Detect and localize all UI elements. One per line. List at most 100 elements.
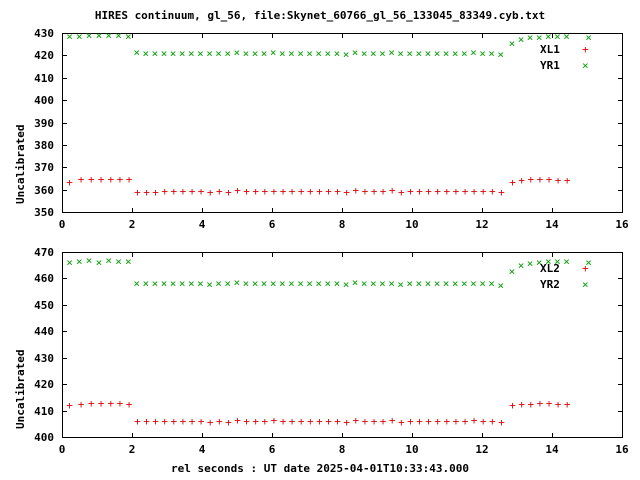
y-tick-mark [62,358,67,359]
data-point-marker: × [585,30,592,44]
data-point-marker: + [545,397,553,411]
y-tick-mark [618,358,623,359]
data-point-marker: × [585,256,592,270]
data-point-marker: × [488,46,495,60]
data-point-marker: + [509,175,516,189]
data-point-marker: + [527,173,535,187]
data-point-marker: + [352,413,360,427]
data-point-marker: × [324,46,332,60]
data-point-marker: + [554,173,562,187]
y-tick-label: 430 [34,352,54,365]
data-point-marker: + [77,173,85,187]
data-point-marker: × [433,46,441,60]
data-point-marker: × [76,29,83,43]
y-tick-mark [62,167,67,168]
data-point-marker: + [179,185,187,199]
data-point-marker: + [297,414,305,428]
y-tick-mark [618,190,623,191]
data-point-marker: × [315,277,323,291]
x-tick-mark [552,208,553,213]
data-point-marker: × [95,255,103,269]
y-tick-mark [618,305,623,306]
data-point-marker: + [434,185,442,199]
data-point-marker: + [452,185,460,199]
data-point-marker: × [535,255,543,269]
y-tick-label: 380 [34,139,54,152]
data-point-marker: × [461,46,468,60]
data-point-marker: + [343,415,351,429]
data-point-marker: + [216,414,223,428]
data-point-marker: + [452,415,460,429]
y-tick-label: 410 [34,405,54,418]
page-title: HIRES continuum, gl_56, file:Skynet_6076… [94,9,546,22]
data-point-marker: + [197,415,205,429]
data-point-marker: × [242,46,250,60]
x-tick-label: 6 [268,443,276,456]
data-point-marker: + [279,415,287,429]
data-point-marker: × [197,46,204,60]
x-tick-mark [622,252,623,257]
data-point-marker: + [152,415,159,429]
y-tick-mark [618,384,623,385]
data-point-marker: + [261,414,269,428]
data-point-marker: × [451,47,459,61]
data-point-marker: + [252,415,260,429]
data-point-marker: + [179,415,187,429]
y-tick-mark [618,411,623,412]
data-point-marker: × [206,47,213,61]
x-tick-mark [272,33,273,38]
data-point-marker: + [518,173,526,187]
x-tick-mark [342,208,343,213]
data-point-marker: × [554,29,561,43]
y-tick-mark [62,252,67,253]
y-tick-label: 420 [34,378,54,391]
x-tick-label: 6 [268,218,276,231]
y-tick-label: 470 [34,246,54,259]
data-point-marker: × [242,276,250,290]
legend-marker-yr1: × [582,59,589,72]
data-point-marker: × [233,276,241,290]
data-point-marker: × [554,254,561,268]
data-point-marker: + [388,414,396,428]
y-tick-label: 440 [34,325,54,338]
data-point-marker: + [498,415,505,429]
data-point-marker: × [451,277,459,291]
data-point-marker: + [107,397,115,411]
data-point-marker: × [95,29,103,43]
x-tick-mark [622,433,623,438]
x-tick-label: 0 [58,443,66,456]
x-tick-label: 14 [545,218,559,231]
data-point-marker: × [360,277,368,291]
data-point-marker: × [215,46,222,60]
data-point-marker: × [279,47,286,61]
data-point-marker: × [297,276,304,290]
data-point-marker: + [125,173,133,187]
data-point-marker: + [407,414,414,428]
data-point-marker: × [545,255,552,268]
x-tick-mark [482,208,483,213]
data-point-marker: × [306,47,313,61]
data-point-marker: + [134,415,141,429]
data-point-marker: × [151,277,159,291]
data-point-marker: + [297,184,305,198]
data-point-marker: + [379,414,387,428]
y-tick-label: 350 [34,206,54,219]
data-point-marker: + [152,185,159,199]
data-point-marker: + [536,173,544,187]
data-point-marker: + [370,185,378,199]
data-point-marker: + [134,186,141,200]
data-point-marker: + [143,185,150,199]
data-point-marker: + [288,185,296,199]
data-point-marker: × [470,276,477,290]
data-point-marker: × [279,277,286,291]
data-point-marker: × [233,46,241,60]
data-point-marker: × [133,46,141,60]
data-point-marker: × [66,255,73,269]
data-point-marker: + [509,399,516,413]
legend-marker-xl1: + [582,43,589,56]
data-point-marker: × [526,256,534,270]
data-point-marker: + [563,173,571,187]
data-point-marker: + [97,172,105,186]
data-point-marker: + [270,414,278,428]
data-point-marker: + [288,414,296,428]
